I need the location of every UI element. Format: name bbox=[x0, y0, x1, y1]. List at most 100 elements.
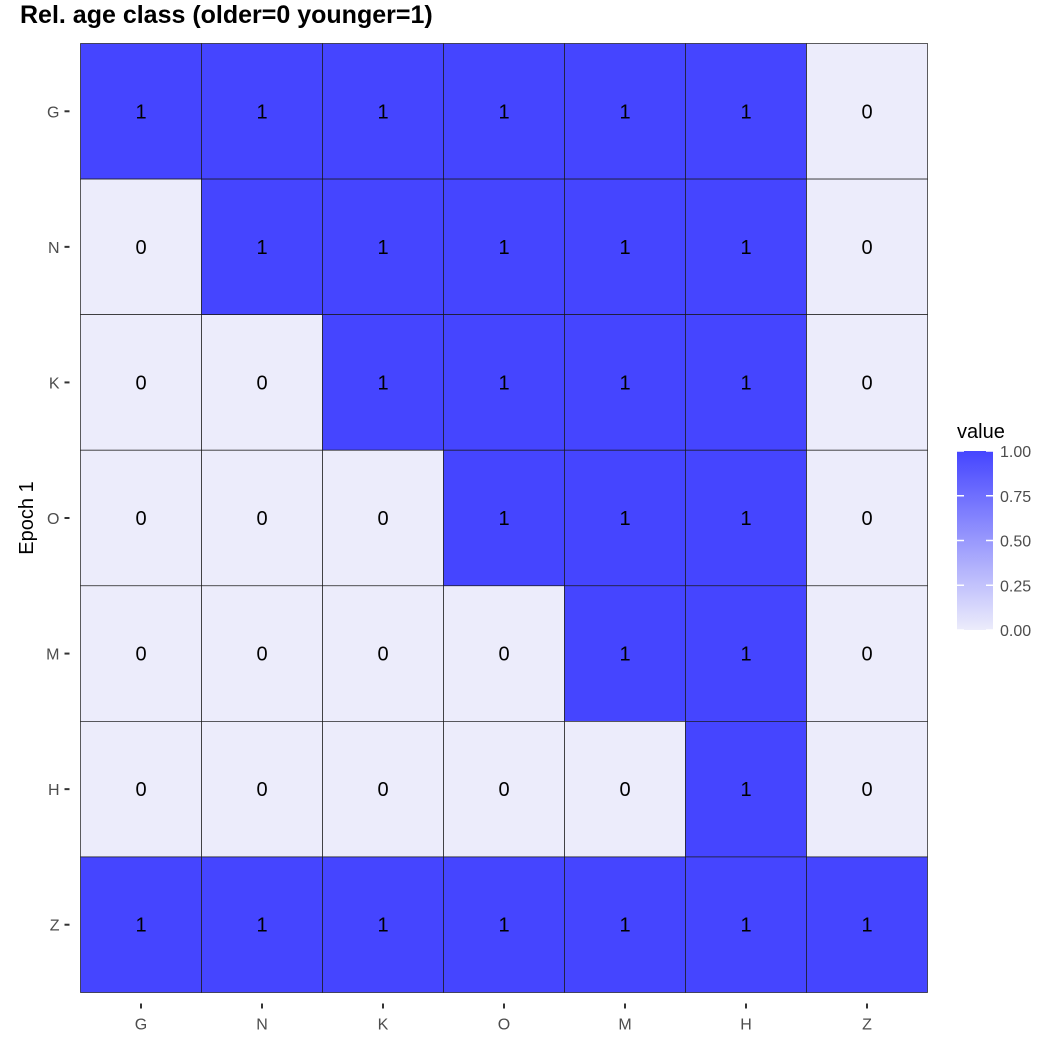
cell-value-label: 0 bbox=[256, 779, 267, 801]
heatmap-cell bbox=[201, 314, 323, 451]
heatmap-cell bbox=[685, 43, 807, 180]
cell-value-label: 1 bbox=[619, 101, 630, 123]
heatmap-cell bbox=[806, 314, 928, 451]
heatmap-cell bbox=[80, 585, 202, 722]
cell-value-label: 0 bbox=[861, 101, 872, 123]
cell-value-label: 1 bbox=[256, 915, 267, 937]
cell-value-label: 1 bbox=[740, 779, 751, 801]
heatmap-cell bbox=[806, 856, 928, 993]
heatmap-cell bbox=[201, 43, 323, 180]
heatmap-cell bbox=[443, 721, 565, 858]
heatmap-cell bbox=[806, 43, 928, 180]
x-tick-label: Z bbox=[862, 1017, 872, 1034]
cell-value-label: 1 bbox=[498, 915, 509, 937]
cell-value-label: 1 bbox=[740, 372, 751, 394]
heatmap-cell bbox=[201, 721, 323, 858]
heatmap-cell bbox=[322, 314, 444, 451]
cell-value-label: 0 bbox=[135, 372, 146, 394]
cell-value-label: 0 bbox=[861, 508, 872, 530]
x-tick-label: N bbox=[256, 1017, 268, 1034]
legend-tick-label: 0.75 bbox=[1000, 489, 1031, 506]
heatmap-cell bbox=[443, 43, 565, 180]
heatmap-cell bbox=[322, 721, 444, 858]
heatmap-cell bbox=[322, 585, 444, 722]
heatmap-cells: 1 1 1 1 1 1 0 0 1 1 1 1 1 0 0 0 1 1 1 1 0 0 0 0 1 1 1 0 0 0 0 0 1 1 0 0 0 0 0 0… bbox=[80, 43, 928, 993]
cell-value-label: 0 bbox=[377, 779, 388, 801]
y-tick-label: K bbox=[49, 375, 60, 392]
cell-value-label: 1 bbox=[740, 237, 751, 259]
heatmap-cell bbox=[806, 721, 928, 858]
y-tick-label: Z bbox=[50, 918, 60, 935]
heatmap-cell bbox=[80, 856, 202, 993]
cell-value-label: 0 bbox=[135, 779, 146, 801]
cell-value-label: 0 bbox=[498, 779, 509, 801]
y-axis-label: Epoch 1 bbox=[16, 481, 38, 554]
heatmap-cell bbox=[564, 314, 686, 451]
cell-value-label: 0 bbox=[135, 508, 146, 530]
x-tick-label: O bbox=[498, 1017, 510, 1034]
cell-value-label: 1 bbox=[256, 237, 267, 259]
cell-value-label: 0 bbox=[861, 779, 872, 801]
cell-value-label: 1 bbox=[498, 237, 509, 259]
cell-value-label: 0 bbox=[861, 237, 872, 259]
y-tick-label: H bbox=[48, 782, 60, 799]
cell-value-label: 1 bbox=[619, 508, 630, 530]
cell-value-label: 1 bbox=[377, 372, 388, 394]
heatmap-cell bbox=[443, 449, 565, 587]
y-tick-label: N bbox=[48, 240, 60, 257]
y-axis-ticks: G N K O M H Z bbox=[46, 104, 70, 935]
y-tick-label: O bbox=[47, 511, 59, 528]
cell-value-label: 0 bbox=[135, 237, 146, 259]
x-tick-label: G bbox=[135, 1017, 147, 1034]
legend-tick-label: 0.25 bbox=[1000, 578, 1031, 595]
heatmap-cell bbox=[201, 449, 323, 587]
legend-tick-label: 0.00 bbox=[1000, 623, 1031, 640]
cell-value-label: 1 bbox=[135, 101, 146, 123]
heatmap-cell bbox=[322, 43, 444, 180]
heatmap-cell bbox=[685, 178, 807, 315]
heatmap-cell bbox=[201, 856, 323, 993]
cell-value-label: 0 bbox=[256, 372, 267, 394]
heatmap-cell bbox=[443, 314, 565, 451]
heatmap-cell bbox=[80, 449, 202, 587]
cell-value-label: 1 bbox=[498, 508, 509, 530]
cell-value-label: 1 bbox=[740, 101, 751, 123]
cell-value-label: 0 bbox=[377, 508, 388, 530]
cell-value-label: 0 bbox=[619, 779, 630, 801]
cell-value-label: 1 bbox=[377, 101, 388, 123]
cell-value-label: 1 bbox=[256, 101, 267, 123]
legend-tick-label: 1.00 bbox=[1000, 444, 1031, 461]
heatmap-cell bbox=[322, 856, 444, 993]
heatmap-cell bbox=[806, 178, 928, 315]
y-tick-label: G bbox=[47, 104, 59, 121]
legend-title: value bbox=[957, 421, 1005, 443]
y-tick-label: M bbox=[46, 647, 59, 664]
cell-value-label: 1 bbox=[377, 915, 388, 937]
cell-value-label: 0 bbox=[256, 508, 267, 530]
heatmap-cell bbox=[564, 856, 686, 993]
cell-value-label: 1 bbox=[135, 915, 146, 937]
heatmap-cell bbox=[80, 721, 202, 858]
cell-value-label: 1 bbox=[861, 915, 872, 937]
heatmap-cell bbox=[564, 178, 686, 315]
cell-value-label: 1 bbox=[498, 101, 509, 123]
heatmap-cell bbox=[564, 43, 686, 180]
heatmap-cell bbox=[806, 585, 928, 722]
cell-value-label: 1 bbox=[740, 915, 751, 937]
cell-value-label: 0 bbox=[135, 644, 146, 666]
heatmap-cell bbox=[685, 585, 807, 722]
cell-value-label: 0 bbox=[861, 644, 872, 666]
heatmap-cell bbox=[80, 43, 202, 180]
heatmap-cell bbox=[564, 449, 686, 587]
heatmap-cell bbox=[564, 721, 686, 858]
cell-value-label: 1 bbox=[619, 915, 630, 937]
chart-title: Rel. age class (older=0 younger=1) bbox=[20, 1, 433, 29]
cell-value-label: 0 bbox=[861, 372, 872, 394]
heatmap-cell bbox=[80, 314, 202, 451]
heatmap-cell bbox=[322, 178, 444, 315]
cell-value-label: 1 bbox=[498, 372, 509, 394]
color-legend: value 1.00 0.75 0.50 0.25 0.00 bbox=[957, 421, 1031, 640]
